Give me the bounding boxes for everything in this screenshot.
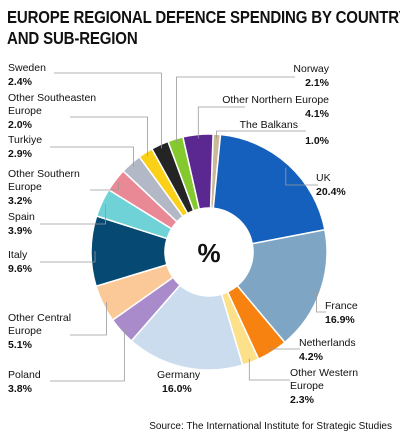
value-other-western-europe: 2.3% — [290, 394, 315, 406]
value-other-northern-europe: 4.1% — [305, 108, 330, 120]
chart-title: EUROPE REGIONAL DEFENCE SPENDING BY COUN… — [7, 7, 400, 49]
label-other-southeasten-europe-line-1: Other Southeasten — [8, 92, 96, 104]
label-other-northern-europe: Other Northern Europe — [222, 94, 329, 106]
label-other-southeasten-europe-line-2: Europe — [8, 105, 42, 117]
leader-other-western-europe — [248, 358, 290, 381]
center-label: % — [197, 238, 220, 268]
value-norway: 2.1% — [305, 77, 330, 89]
leader-spain — [40, 204, 106, 225]
chart-title-line-2: AND SUB-REGION — [7, 28, 138, 48]
label-other-western-europe-line-2: Europe — [290, 380, 324, 392]
leader-other-southern-europe — [90, 182, 120, 191]
value-italy: 9.6% — [8, 263, 33, 275]
chart-title-line-1: EUROPE REGIONAL DEFENCE SPENDING BY COUN… — [7, 7, 400, 27]
value-uk: 20.4% — [316, 186, 346, 198]
label-other-central-europe-line-1: Other Central — [8, 312, 71, 324]
label-other-central-europe-line-2: Europe — [8, 325, 42, 337]
leader-norway — [176, 76, 295, 143]
value-the-balkans: 1.0% — [305, 135, 330, 147]
leader-other-northern-europe — [197, 106, 245, 139]
label-germany: Germany — [157, 369, 201, 381]
label-other-southern-europe-line-2: Europe — [8, 181, 42, 193]
leader-lines — [40, 72, 326, 382]
leader-turkiye — [50, 146, 134, 167]
label-netherlands: Netherlands — [299, 337, 356, 349]
leader-uk — [285, 167, 318, 186]
value-sweden: 2.4% — [8, 76, 33, 88]
slice-labels: The Balkans 1.0% UK 20.4% France 16.9% Netherl… — [8, 62, 358, 406]
leader-other-southeasten-europe — [70, 116, 148, 156]
value-other-central-europe: 5.1% — [8, 339, 33, 351]
value-netherlands: 4.2% — [299, 351, 324, 363]
label-other-southern-europe-line-1: Other Southern — [8, 168, 80, 180]
value-other-southeasten-europe: 2.0% — [8, 119, 33, 131]
leader-the-balkans — [216, 130, 306, 139]
label-spain: Spain — [8, 211, 35, 223]
value-other-southern-europe: 3.2% — [8, 195, 33, 207]
leader-other-central-europe — [70, 302, 107, 336]
leader-sweden — [54, 72, 162, 149]
label-the-balkans: The Balkans — [240, 119, 298, 131]
value-poland: 3.8% — [8, 383, 33, 395]
value-spain: 3.9% — [8, 225, 33, 237]
value-turkiye: 2.9% — [8, 148, 33, 160]
donut-hole — [165, 208, 253, 296]
leader-italy — [40, 251, 96, 263]
label-sweden: Sweden — [8, 62, 46, 74]
label-norway: Norway — [293, 63, 329, 75]
leader-france — [316, 290, 326, 313]
label-turkiye: Turkiye — [8, 134, 42, 146]
label-other-western-europe-line-1: Other Western — [290, 367, 358, 379]
label-france: France — [325, 300, 358, 312]
value-france: 16.9% — [325, 314, 355, 326]
label-poland: Poland — [8, 369, 41, 381]
label-uk: UK — [316, 172, 331, 184]
leader-netherlands — [269, 348, 300, 350]
value-germany: 16.0% — [162, 383, 192, 395]
source-note: Source: The International Institute for … — [149, 421, 392, 432]
leader-poland — [50, 328, 125, 382]
donut-slices — [90, 133, 328, 371]
label-italy: Italy — [8, 249, 28, 261]
